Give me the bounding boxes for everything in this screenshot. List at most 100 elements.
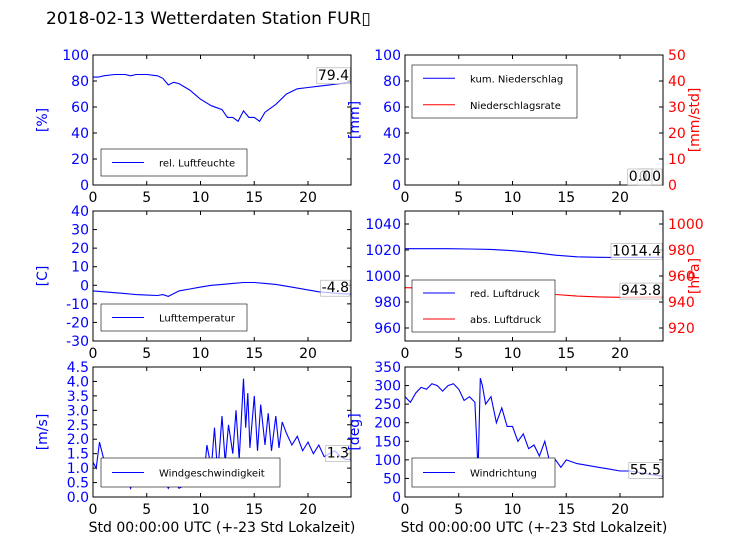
y-tick-label: 50 <box>383 471 401 487</box>
x-tick-label: 5 <box>454 502 463 518</box>
last-value-box <box>325 445 351 462</box>
last-value-label: 1.3 <box>327 445 349 461</box>
y-tick-label: 0.0 <box>67 490 89 506</box>
y-tick-label: 20 <box>71 241 89 257</box>
y-tick-label: 100 <box>374 453 401 469</box>
x-tick-label: 15 <box>557 346 575 362</box>
y-axis-label: [C] <box>35 266 51 287</box>
last-value-label: -4.8 <box>322 280 349 296</box>
y-tick-label: 0 <box>392 490 401 506</box>
y-tick-label: 40 <box>383 126 401 142</box>
series-line-humidity-0 <box>93 73 351 123</box>
x-tick-label: 20 <box>611 190 629 206</box>
y-tick-label: -20 <box>66 315 89 331</box>
y-tick-label: 10 <box>71 260 89 276</box>
y-tick-label: 100 <box>374 48 401 64</box>
y-tick-label: 2.0 <box>67 432 89 448</box>
y-tick-label: 40 <box>71 204 89 220</box>
x-tick-label: 5 <box>142 346 151 362</box>
y2-axis-label: [mm/std] <box>687 88 703 153</box>
y-axis-label: [mm] <box>347 101 363 139</box>
legend-label: abs. Luftdruck <box>470 315 541 326</box>
y2-tick-label: 960 <box>668 269 695 285</box>
figure-title: 2018-02-13 Wetterdaten Station FUR▯ <box>46 9 371 29</box>
x-tick-label: 0 <box>89 502 98 518</box>
y-tick-label: 60 <box>383 100 401 116</box>
panel-precip: 0 5 10 15 20 0 20 40 60 80 100 0 10 20 30 40 50 [mm/std] [… <box>347 48 703 206</box>
x-tick-label: 20 <box>299 502 317 518</box>
y2-tick-label: 50 <box>668 48 686 64</box>
x-tick-label: 10 <box>504 190 522 206</box>
x-tick-label: 5 <box>454 190 463 206</box>
legend-label: kum. Niederschlag <box>470 74 563 85</box>
legend-box <box>411 279 556 333</box>
x-tick-label: 5 <box>142 502 151 518</box>
last-value-label: 55.5 <box>630 462 661 478</box>
y2-tick-label: 920 <box>668 321 695 337</box>
y2-tick-label: 0 <box>668 178 677 194</box>
y-tick-label: 1040 <box>365 217 401 233</box>
y2-tick-label: 10 <box>668 152 686 168</box>
last-value-box <box>628 462 663 479</box>
y2-tick-label: 980 <box>668 243 695 259</box>
y-tick-label: 1.0 <box>67 461 89 477</box>
x-tick-label: 0 <box>401 346 410 362</box>
y2-tick-label: 20 <box>668 126 686 142</box>
y2-axis-label: [hPa] <box>687 258 703 294</box>
last-value-box <box>627 168 653 186</box>
x-tick-label: 20 <box>299 346 317 362</box>
x-tick-label: 0 <box>89 346 98 362</box>
last-value-box <box>610 242 663 260</box>
y-tick-label: -10 <box>66 297 89 313</box>
y-tick-label: 3.0 <box>67 403 89 419</box>
y2-tick-label: 40 <box>668 74 686 90</box>
series-line-wind_direction-0 <box>405 377 663 477</box>
x-tick-label: 15 <box>557 502 575 518</box>
x-tick-label: 10 <box>192 190 210 206</box>
y-tick-label: 0 <box>80 178 89 194</box>
x-tick-label: 20 <box>611 346 629 362</box>
last-value-label: 79.4 <box>318 68 349 84</box>
y-tick-label: 980 <box>374 295 401 311</box>
x-tick-label: 5 <box>142 190 151 206</box>
y-tick-label: 1.5 <box>67 447 89 463</box>
y-axis-label: [%] <box>35 108 51 132</box>
y-tick-label: 150 <box>374 434 401 450</box>
y-tick-label: -30 <box>66 334 89 350</box>
x-tick-label: 10 <box>504 502 522 518</box>
last-value-label: 1014.4 <box>612 243 661 259</box>
y-tick-label: 1020 <box>365 243 401 259</box>
last-value-box <box>619 282 663 300</box>
x-tick-label: 15 <box>245 346 263 362</box>
y-tick-label: 80 <box>71 74 89 90</box>
x-tick-label: 15 <box>245 190 263 206</box>
x-tick-label: 0 <box>401 502 410 518</box>
x-tick-label: 20 <box>299 190 317 206</box>
y-tick-label: 20 <box>71 152 89 168</box>
panel-temperature: 0 5 10 15 20 -30 -20 -10 0 10 20 30 40 [C] Lufttempera… <box>35 204 352 362</box>
legend-label: Niederschlagsrate <box>470 101 561 112</box>
y-axis-label: [deg] <box>347 413 363 450</box>
x-tick-label: 10 <box>192 502 210 518</box>
y-axis-label: [m/s] <box>35 414 51 451</box>
x-tick-label: 0 <box>401 190 410 206</box>
y-tick-label: 100 <box>62 48 89 64</box>
y-tick-label: 80 <box>383 74 401 90</box>
y-tick-label: 300 <box>374 379 401 395</box>
x-tick-label: 5 <box>454 346 463 362</box>
y-tick-label: 0 <box>80 278 89 294</box>
legend-label: rel. Luftfeuchte <box>159 159 235 170</box>
legend-label: Windgeschwindigkeit <box>159 469 265 480</box>
x-tick-label: 15 <box>245 502 263 518</box>
y-tick-label: 40 <box>71 126 89 142</box>
axes-frame-precip <box>404 54 664 186</box>
x-axis-label: Std 00:00:00 UTC (+-23 Std Lokalzeit) <box>401 520 668 536</box>
y-tick-label: 30 <box>71 223 89 239</box>
y2-tick-label: 1000 <box>668 217 704 233</box>
x-tick-label: 10 <box>192 346 210 362</box>
axes-frame-wind_direction <box>404 366 664 498</box>
axes-frame-wind_speed <box>92 366 352 498</box>
y-tick-label: 1000 <box>365 269 401 285</box>
y2-tick-label: 940 <box>668 295 695 311</box>
